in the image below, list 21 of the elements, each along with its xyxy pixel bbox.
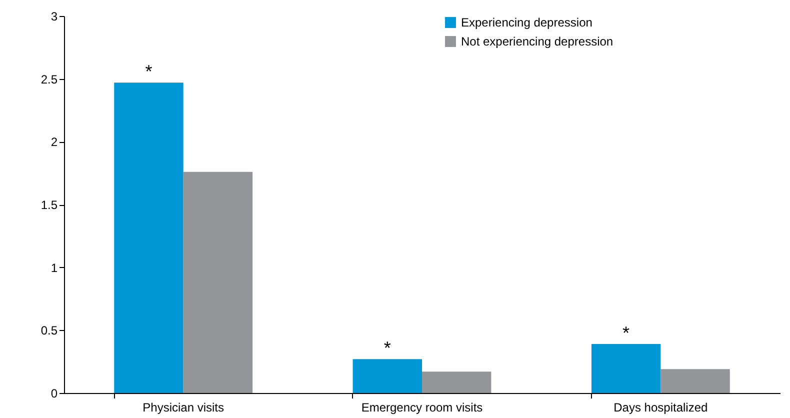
bar <box>114 82 184 393</box>
bar <box>352 359 422 393</box>
legend-label: Not experiencing depression <box>461 34 614 48</box>
y-tick-label: 1.5 <box>40 198 58 212</box>
y-tick-label: 1 <box>50 260 58 275</box>
legend-label: Experiencing depression <box>461 16 592 30</box>
annotation: * <box>145 62 152 82</box>
y-tick-label: 3 <box>50 10 58 24</box>
x-tick-label: Days hospitalized <box>614 400 708 414</box>
bar <box>183 172 253 393</box>
y-tick-label: 0.5 <box>40 324 58 338</box>
bar <box>660 369 730 393</box>
annotation: * <box>622 322 630 343</box>
x-tick-label: Emergency room visits <box>361 400 483 414</box>
y-tick-label: 2.5 <box>40 72 58 86</box>
bar <box>422 372 492 393</box>
x-tick-label: Physician visits <box>142 400 224 414</box>
annotation: * <box>384 338 391 358</box>
y-tick-label: 0 <box>50 386 58 400</box>
y-tick-label: 2 <box>50 135 58 150</box>
bar <box>591 344 661 393</box>
